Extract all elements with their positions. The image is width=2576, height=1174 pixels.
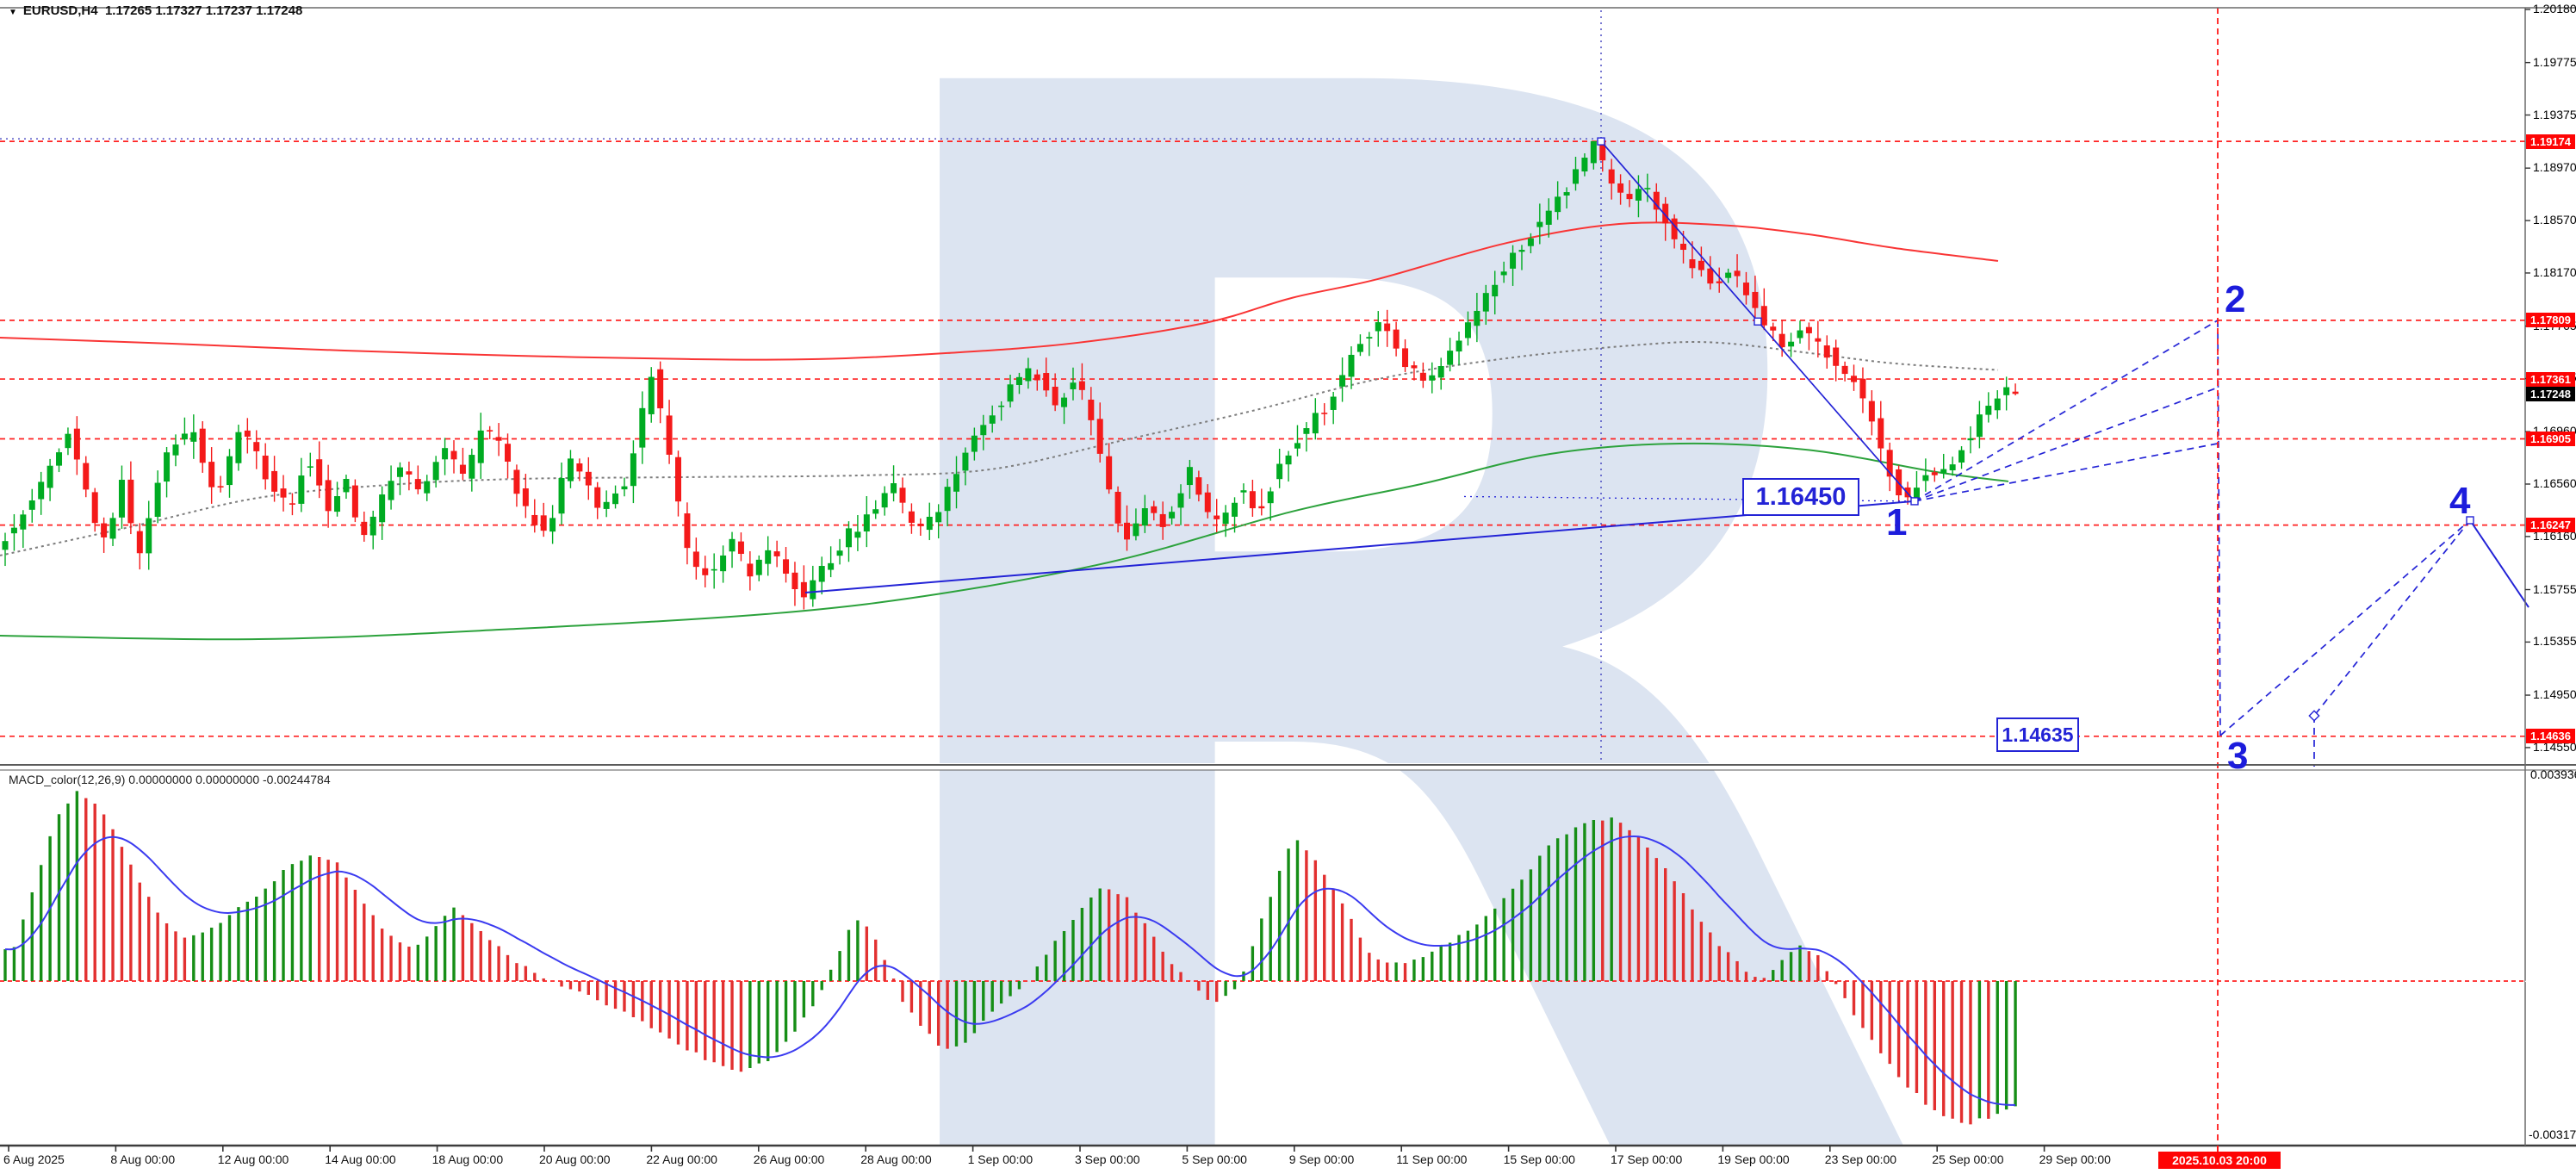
- x-axis-label-9-Sep-00-00: 9 Sep 00:00: [1288, 1152, 1355, 1166]
- ma-gray-dotted: [0, 341, 1999, 556]
- price-tag-1.14635[interactable]: 1.14635: [1996, 717, 2079, 752]
- y-axis-label-1.18970: 1.18970: [2533, 160, 2576, 175]
- ma-red: [0, 221, 1999, 361]
- wave-label-1[interactable]: 1: [1886, 501, 1908, 544]
- y-axis-label-1.14950: 1.14950: [2533, 687, 2576, 702]
- x-axis-label-29-Sep-00-00: 29 Sep 00:00: [2039, 1152, 2111, 1166]
- macd-name: MACD_color(12,26,9): [9, 773, 126, 786]
- price-badge-1.17248: 1.17248: [2526, 386, 2575, 401]
- macd-axis-top-label: 0.0039361: [2530, 767, 2576, 781]
- x-axis-label-17-Sep-00-00: 17 Sep 00:00: [1611, 1152, 1683, 1166]
- macd-zero-badge: -0.0000026: [2524, 975, 2573, 986]
- wave-label-4[interactable]: 4: [2449, 480, 2471, 522]
- y-axis-label-1.19775: 1.19775: [2533, 54, 2576, 69]
- macd-axis-bottom-label: -0.0031741: [2529, 1127, 2576, 1141]
- x-axis-label-11-Sep-00-00: 11 Sep 00:00: [1396, 1152, 1468, 1166]
- price-tag-1.16450[interactable]: 1.16450: [1742, 478, 1859, 516]
- y-axis-label-1.18170: 1.18170: [2533, 264, 2576, 279]
- object-handle-square[interactable]: [1910, 497, 1919, 506]
- ma-green: [0, 442, 2009, 641]
- price-badge-1.16905: 1.16905: [2526, 431, 2575, 446]
- y-axis-label-1.18570: 1.18570: [2533, 213, 2576, 227]
- x-axis-label-12-Aug-00-00: 12 Aug 00:00: [217, 1152, 289, 1166]
- macd-values: 0.00000000 0.00000000 -0.00244784: [128, 773, 331, 786]
- object-handle-square[interactable]: [2466, 516, 2474, 525]
- right-axis-area[interactable]: [2525, 0, 2576, 1174]
- y-axis-label-1.20180: 1.20180: [2533, 2, 2576, 16]
- price-badge-1.16247: 1.16247: [2526, 518, 2575, 533]
- x-axis-label-8-Aug-00-00: 8 Aug 00:00: [110, 1152, 176, 1166]
- price-badge-1.14636: 1.14636: [2526, 729, 2575, 744]
- ohlc-quotes-label: 1.17265 1.17327 1.17237 1.17248: [104, 3, 303, 18]
- macd-signal-line: [4, 835, 2016, 1106]
- y-axis-label-1.16560: 1.16560: [2533, 475, 2576, 490]
- x-axis-label-28-Aug-00-00: 28 Aug 00:00: [860, 1152, 932, 1166]
- x-axis-label-15-Sep-00-00: 15 Sep 00:00: [1503, 1152, 1575, 1166]
- chart-title: ▼ EURUSD,H4 1.17265 1.17327 1.17237 1.172…: [9, 3, 302, 18]
- object-handle-square[interactable]: [1754, 317, 1762, 326]
- y-axis-label-1.15755: 1.15755: [2533, 581, 2576, 596]
- bottom-axis-area: [0, 1146, 2576, 1174]
- candles-layer: [2, 140, 2019, 610]
- x-axis-label-3-Sep-00-00: 3 Sep 00:00: [1075, 1152, 1140, 1166]
- object-handle-diamond[interactable]: [2308, 710, 2320, 722]
- x-axis-label-6-Aug-2025: 6 Aug 2025: [3, 1152, 65, 1166]
- object-handle-square[interactable]: [1597, 137, 1605, 146]
- wave-label-2[interactable]: 2: [2225, 278, 2246, 320]
- x-axis-label-22-Aug-00-00: 22 Aug 00:00: [646, 1152, 717, 1166]
- y-axis-label-1.15355: 1.15355: [2533, 634, 2576, 649]
- x-axis-label-19-Sep-00-00: 19 Sep 00:00: [1717, 1152, 1790, 1166]
- x-axis-label-26-Aug-00-00: 26 Aug 00:00: [753, 1152, 825, 1166]
- macd-histogram: [3, 791, 2017, 1125]
- x-axis-label-18-Aug-00-00: 18 Aug 00:00: [431, 1152, 504, 1166]
- y-axis-label-1.19375: 1.19375: [2533, 107, 2576, 121]
- x-axis-label-14-Aug-00-00: 14 Aug 00:00: [325, 1152, 396, 1166]
- x-axis-label-23-Sep-00-00: 23 Sep 00:00: [1824, 1152, 1897, 1166]
- chart-dropdown-icon[interactable]: ▼: [9, 8, 17, 17]
- price-badge-1.19174: 1.19174: [2526, 134, 2575, 149]
- x-axis-label-25-Sep-00-00: 25 Sep 00:00: [1932, 1152, 2004, 1166]
- x-axis-label-1-Sep-00-00: 1 Sep 00:00: [967, 1152, 1034, 1166]
- x-axis-label-5-Sep-00-00: 5 Sep 00:00: [1182, 1152, 1247, 1166]
- macd-indicator-label: MACD_color(12,26,9) 0.00000000 0.0000000…: [9, 773, 331, 786]
- price-badge-1.17361: 1.17361: [2526, 371, 2575, 387]
- event-time-badge: 2025.10.03 20:00: [2158, 1152, 2281, 1169]
- top-margin: [0, 0, 2576, 8]
- price-badge-1.17809: 1.17809: [2526, 313, 2575, 328]
- x-axis-label-20-Aug-00-00: 20 Aug 00:00: [539, 1152, 611, 1166]
- pane-separator-band[interactable]: [0, 763, 2525, 770]
- wave-label-3[interactable]: 3: [2227, 735, 2249, 777]
- symbol-period-label: EURUSD,H4: [22, 3, 98, 18]
